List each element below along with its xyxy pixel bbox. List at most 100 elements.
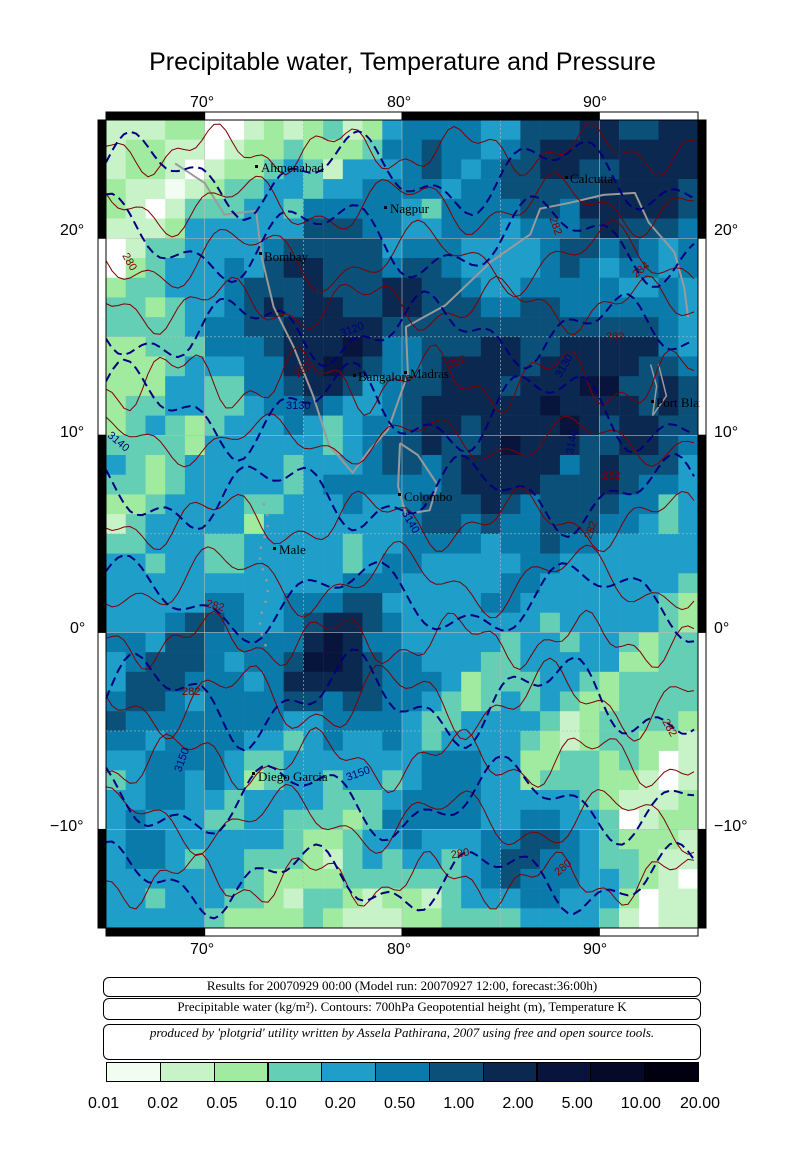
precip-cell bbox=[559, 258, 580, 278]
precip-cell bbox=[599, 612, 620, 633]
precip-cell bbox=[520, 908, 541, 929]
precip-cell bbox=[342, 494, 363, 515]
precip-cell bbox=[579, 868, 600, 889]
precip-cell bbox=[441, 395, 462, 416]
colorbar-segment bbox=[644, 1062, 699, 1082]
precip-cell bbox=[579, 908, 600, 929]
precip-cell bbox=[165, 750, 186, 771]
precip-cell bbox=[520, 376, 541, 397]
precip-cell bbox=[480, 730, 501, 751]
precip-cell bbox=[540, 691, 561, 712]
precip-cell bbox=[382, 632, 403, 653]
precip-cell bbox=[342, 533, 363, 554]
city-marker-bombay bbox=[259, 252, 262, 255]
maldives-island bbox=[258, 622, 262, 625]
precip-cell bbox=[540, 415, 561, 436]
precip-cell bbox=[323, 376, 344, 397]
frame-segment-bottom bbox=[598, 927, 699, 937]
precip-cell bbox=[303, 474, 324, 495]
precip-cell bbox=[480, 829, 501, 850]
precip-cell bbox=[500, 553, 521, 574]
precip-cell bbox=[244, 750, 265, 771]
precip-cell bbox=[145, 258, 166, 278]
precip-cell bbox=[461, 179, 482, 200]
precip-cell bbox=[421, 317, 442, 338]
precip-cell bbox=[204, 395, 225, 416]
precip-cell bbox=[165, 455, 186, 475]
precip-cell bbox=[559, 632, 580, 653]
precip-cell bbox=[441, 809, 462, 830]
precip-cell bbox=[125, 691, 146, 712]
precip-cell bbox=[165, 258, 186, 278]
precip-cell bbox=[402, 494, 422, 515]
precip-cell bbox=[184, 474, 205, 495]
precip-cell bbox=[263, 632, 284, 653]
precip-cell bbox=[579, 395, 600, 416]
precip-cell bbox=[461, 770, 482, 791]
temperature-contour-line bbox=[105, 783, 695, 857]
precip-cell bbox=[441, 120, 462, 140]
precip-cell bbox=[125, 179, 146, 200]
precip-cell bbox=[283, 258, 304, 278]
precip-cell bbox=[520, 395, 541, 416]
precip-cell bbox=[244, 435, 265, 456]
precip-cell bbox=[678, 671, 699, 692]
frame-segment-top bbox=[401, 111, 600, 121]
precip-cell bbox=[165, 336, 186, 357]
precip-cell bbox=[540, 553, 561, 574]
precip-cell bbox=[461, 277, 482, 298]
precip-cell bbox=[342, 770, 363, 791]
precip-cell bbox=[402, 829, 422, 850]
precip-cell bbox=[165, 809, 186, 830]
precip-cell bbox=[382, 809, 403, 830]
precip-cell bbox=[106, 494, 126, 515]
precip-cell bbox=[244, 120, 265, 140]
precip-cell bbox=[342, 809, 363, 830]
precip-cell bbox=[382, 553, 403, 574]
temperature-contour-line bbox=[105, 275, 695, 336]
precip-cell bbox=[362, 120, 383, 140]
city-label-bombay: Bombay bbox=[264, 249, 309, 264]
precip-cell bbox=[619, 849, 640, 870]
precip-cell bbox=[204, 770, 225, 791]
credits-text: produced by 'plotgrid' utility written b… bbox=[149, 1025, 655, 1040]
precip-cell bbox=[678, 376, 699, 397]
precip-cell bbox=[658, 829, 679, 850]
precip-cell bbox=[599, 494, 620, 515]
frame-segment-bottom bbox=[204, 927, 403, 937]
precip-cell bbox=[244, 317, 265, 338]
colorbar-segment bbox=[159, 1062, 215, 1082]
precip-cell bbox=[658, 533, 679, 554]
colorbar-tick-label: 0.10 bbox=[265, 1095, 297, 1112]
city-marker-male bbox=[273, 547, 276, 550]
precip-cell bbox=[619, 455, 640, 475]
precip-cell bbox=[342, 238, 363, 259]
precip-cell bbox=[461, 139, 482, 160]
precip-cell bbox=[599, 336, 620, 357]
precip-cell bbox=[540, 809, 561, 830]
precip-cell bbox=[540, 888, 561, 909]
precip-cell bbox=[263, 888, 284, 909]
precip-cell bbox=[283, 238, 304, 259]
precip-cell bbox=[244, 258, 265, 278]
city-label-ahmenabad: Ahmenabad bbox=[261, 160, 324, 175]
right-lat-label-minus10: −10° bbox=[714, 818, 748, 835]
precip-cell bbox=[125, 238, 146, 259]
precip-cell bbox=[520, 612, 541, 633]
precip-cell bbox=[323, 632, 344, 653]
precip-cell bbox=[224, 139, 245, 160]
precip-cell bbox=[145, 494, 166, 515]
precip-cell bbox=[461, 632, 482, 653]
precip-cell bbox=[619, 474, 640, 495]
precip-cell bbox=[520, 632, 541, 653]
precip-cell bbox=[520, 474, 541, 495]
precip-cell bbox=[441, 553, 462, 574]
precip-cell bbox=[441, 474, 462, 495]
precip-cell bbox=[342, 395, 363, 416]
precip-cell bbox=[263, 612, 284, 633]
precip-cell bbox=[244, 336, 265, 357]
maldives-island bbox=[262, 503, 266, 506]
precip-cell bbox=[145, 455, 166, 475]
precip-cell bbox=[540, 435, 561, 456]
precip-cell bbox=[520, 435, 541, 456]
